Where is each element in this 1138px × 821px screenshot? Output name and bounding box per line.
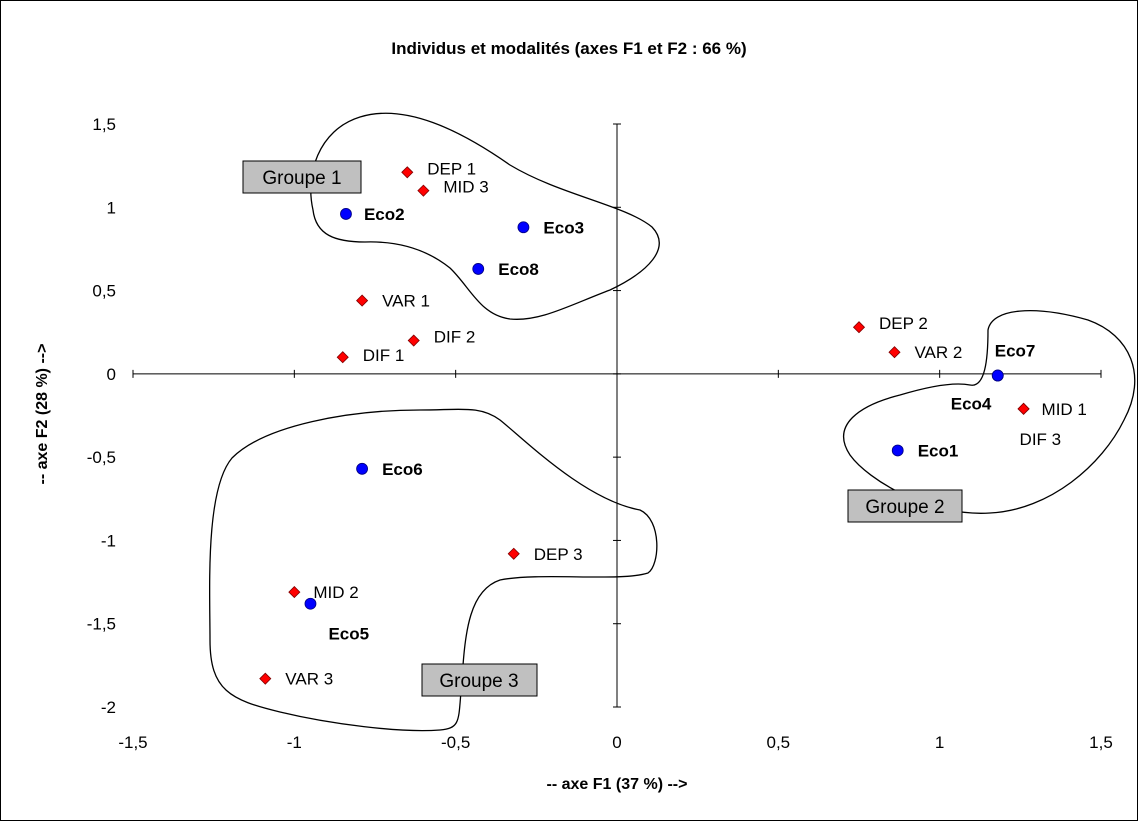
- point-var-2: [888, 346, 901, 359]
- group-3-outline: [208, 408, 658, 732]
- y-axis-title: -- axe F2 (28 %) -->: [34, 344, 51, 485]
- label-dif-1: DIF 1: [363, 346, 405, 365]
- point-dif-1: [336, 351, 349, 364]
- x-tick-label: 0: [612, 733, 621, 752]
- label-eco7: Eco7: [995, 342, 1036, 361]
- group-1-outline: [310, 112, 660, 320]
- axes: -1,5 -1 -0,5 0 0,5 1 1,51,510,50-0,5-1-1,5-2: [87, 115, 1113, 752]
- point-eco6: [356, 462, 368, 475]
- label-eco2: Eco2: [364, 205, 405, 224]
- point-mid-3: [417, 184, 430, 197]
- label-eco4: Eco4: [951, 395, 992, 414]
- point-dep-3: [507, 547, 520, 560]
- x-tick-label: 1,5: [1089, 733, 1113, 752]
- y-tick-label: -1,5: [87, 615, 116, 634]
- point-eco3: [517, 221, 530, 234]
- y-tick-label: -1: [101, 531, 116, 550]
- point-eco1: [891, 444, 904, 457]
- x-tick-label: -1: [287, 733, 302, 752]
- point-eco8: [472, 263, 485, 275]
- label-eco1: Eco1: [918, 441, 959, 460]
- x-tick-label: 0,5: [767, 733, 791, 752]
- label-eco6: Eco6: [382, 460, 423, 479]
- point-eco5: [304, 597, 317, 610]
- group-1-label-text: Groupe 1: [262, 168, 341, 189]
- label-dif-2: DIF 2: [434, 328, 476, 347]
- y-tick-label: 1,5: [92, 115, 116, 134]
- y-tick-label: 0: [107, 365, 116, 384]
- x-axis-title: -- axe F1 (37 %) -->: [547, 776, 688, 793]
- point-var-1: [356, 294, 369, 307]
- point-dep-2: [852, 321, 866, 334]
- label-var-1: VAR 1: [382, 292, 430, 311]
- x-tick-label: -0,5: [441, 733, 470, 752]
- x-tick-label: -1,5: [118, 733, 147, 752]
- group-2-label-text: Groupe 2: [865, 497, 944, 518]
- point-dif-3: [1017, 402, 1030, 415]
- x-tick-label: 1: [935, 733, 944, 752]
- y-tick-label: 0,5: [92, 282, 116, 301]
- point-eco7: [991, 369, 1004, 382]
- group-3-label-text: Groupe 3: [439, 671, 518, 692]
- point-dep-1: [401, 166, 414, 179]
- point-mid-2: [288, 586, 301, 599]
- y-tick-label: -0,5: [87, 448, 116, 467]
- label-eco3: Eco3: [543, 218, 584, 237]
- label-mid-2: MID 2: [313, 583, 358, 602]
- chart-title: Individus et modalités (axes F1 et F2 : …: [391, 39, 746, 58]
- label-var-2: VAR 2: [914, 343, 962, 362]
- label-eco8: Eco8: [498, 260, 539, 279]
- label-dep-3: DEP 3: [534, 545, 583, 564]
- label-mid-1: MID 1: [1042, 400, 1087, 419]
- group-1-label: Groupe 1: [242, 160, 362, 194]
- point-dif-2: [407, 334, 420, 347]
- y-tick-label: 1: [107, 198, 116, 217]
- y-tick-label: -2: [101, 698, 116, 717]
- group-2-label: Groupe 2: [847, 489, 963, 523]
- label-var-3: VAR 3: [285, 670, 333, 689]
- point-eco2: [340, 208, 352, 220]
- label-mid-3: MID 3: [443, 178, 488, 197]
- group-3-label: Groupe 3: [421, 663, 538, 697]
- label-dep-1: DEP 1: [427, 159, 476, 178]
- point-var-3: [259, 672, 272, 685]
- label-dif-3: DIF 3: [1020, 430, 1062, 449]
- label-eco5: Eco5: [328, 625, 369, 644]
- label-dep-2: DEP 2: [879, 314, 928, 333]
